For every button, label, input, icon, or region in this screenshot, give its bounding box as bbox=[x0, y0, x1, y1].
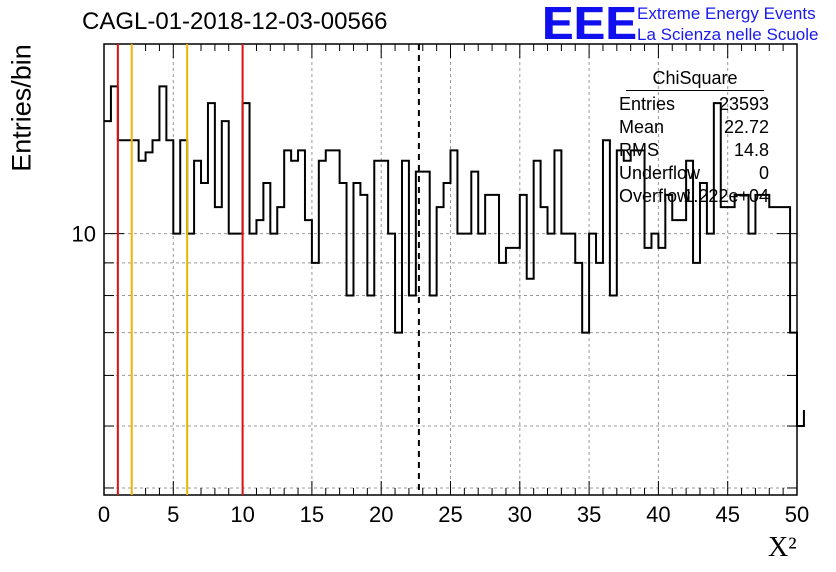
y-tick-label: 10 bbox=[72, 222, 96, 247]
eee-logo-line-1: Extreme Energy Events bbox=[637, 4, 816, 23]
stats-key: RMS bbox=[619, 140, 659, 160]
eee-logo: EEE bbox=[542, 0, 638, 49]
x-axis-label: X² bbox=[768, 532, 797, 563]
x-tick-label: 5 bbox=[167, 502, 179, 527]
y-axis-label: Entries/bin bbox=[6, 44, 37, 172]
stats-value: 23593 bbox=[718, 94, 769, 114]
stats-title: ChiSquare bbox=[652, 68, 738, 88]
stats-row-entries: Entries 23593 bbox=[619, 94, 769, 116]
x-tick-label: 45 bbox=[715, 502, 739, 527]
stats-key: Overflow bbox=[619, 186, 691, 206]
run-title: CAGL-01-2018-12-03-00566 bbox=[82, 8, 388, 35]
histogram-step-line bbox=[104, 85, 805, 428]
stats-row-mean: Mean 22.72 bbox=[619, 117, 769, 139]
stats-row-overflow: Overflow 1.222e+04 bbox=[619, 186, 769, 208]
eee-logo-line-2: La Scienza nelle Scuole bbox=[637, 25, 819, 44]
x-tick-label: 35 bbox=[577, 502, 601, 527]
x-tick-label: 25 bbox=[438, 502, 462, 527]
stats-box: ChiSquare Entries 23593 Mean 22.72 RMS 1… bbox=[611, 64, 779, 212]
stats-row-rms: RMS 14.8 bbox=[619, 140, 769, 162]
stats-value: 0 bbox=[758, 163, 769, 183]
x-tick-label: 30 bbox=[508, 502, 532, 527]
stats-value: 22.72 bbox=[723, 117, 769, 137]
x-tick-label: 40 bbox=[646, 502, 670, 527]
stats-key: Underflow bbox=[619, 163, 701, 183]
x-tick-label: 50 bbox=[785, 502, 809, 527]
x-tick-label: 20 bbox=[369, 502, 393, 527]
stats-value: 1.222e+04 bbox=[683, 186, 769, 206]
stats-key: Entries bbox=[619, 94, 676, 114]
x-tick-label: 15 bbox=[300, 502, 324, 527]
stats-row-underflow: Underflow 0 bbox=[619, 163, 769, 185]
x-tick-label: 0 bbox=[98, 502, 110, 527]
x-tick-label: 10 bbox=[230, 502, 254, 527]
stats-title-underline bbox=[626, 90, 764, 91]
stats-key: Mean bbox=[619, 117, 665, 137]
stats-value: 14.8 bbox=[733, 140, 769, 160]
